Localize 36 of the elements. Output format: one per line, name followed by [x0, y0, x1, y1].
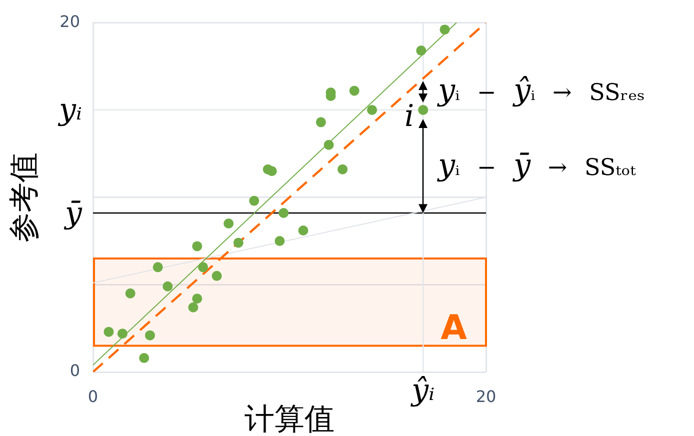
point: [224, 218, 234, 229]
y-axis-title: 参考值: [6, 152, 42, 242]
point: [416, 46, 426, 56]
point: [338, 164, 348, 174]
point: [144, 330, 155, 340]
point: [125, 288, 136, 298]
ref-line-label: ȳ: [63, 196, 84, 231]
ref-line-label: yᵢ: [57, 92, 82, 128]
point: [139, 353, 150, 364]
text: yᵢ − ȳ → SSₜₒₜ: [438, 148, 636, 183]
point: [298, 225, 308, 236]
annotation: i: [404, 98, 414, 134]
point: [274, 236, 285, 246]
text: yᵢ − ŷᵢ → SSᵣₑₛ: [438, 73, 645, 108]
point: [316, 117, 326, 128]
point: [192, 241, 202, 252]
point: [152, 262, 163, 272]
point: [418, 104, 428, 115]
band-label: A: [440, 308, 468, 348]
point: [212, 270, 222, 281]
point: [233, 238, 244, 248]
point: [367, 104, 378, 115]
point: [192, 294, 202, 304]
point: [198, 262, 208, 272]
x-axis-title: 计算值: [244, 402, 334, 436]
ref-line-label: ŷᵢ: [410, 372, 435, 408]
point: [117, 328, 128, 339]
point: [162, 281, 173, 292]
point: [440, 24, 450, 35]
point: [278, 208, 289, 218]
point: [249, 196, 260, 206]
point: [104, 326, 114, 337]
point: [349, 86, 360, 96]
point: [266, 166, 277, 176]
point: [324, 140, 334, 150]
point: [188, 302, 198, 312]
